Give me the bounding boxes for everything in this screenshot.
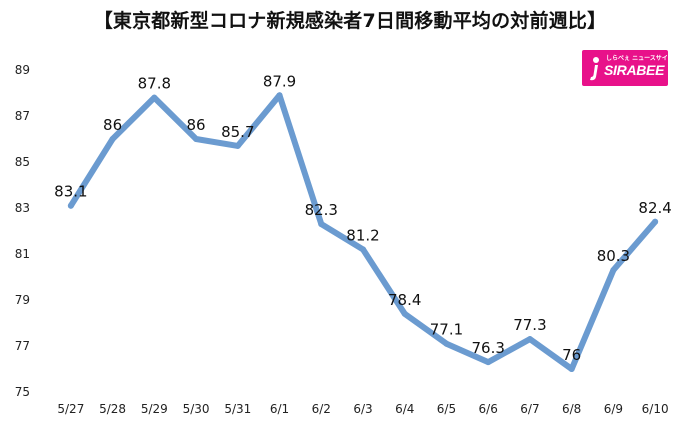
data-labels: 83.1 86 87.8 86 85.7 87.9 82.3 81.2 78.4 77.1 76.3… — [54, 72, 672, 372]
data-label: 82.3 — [305, 201, 338, 219]
x-tick-label: 6/2 — [312, 402, 331, 416]
x-axis: 5/27 5/28 5/29 5/30 5/31 6/1 6/2 6/3 6/4 6/5 6/6 6/… — [57, 402, 668, 416]
data-label: 83.1 — [54, 183, 87, 201]
x-tick-label: 5/27 — [57, 402, 84, 416]
x-tick-label: 5/29 — [141, 402, 168, 416]
data-point — [568, 366, 575, 372]
y-axis: 75 77 79 81 83 85 87 89 — [15, 63, 30, 399]
data-point — [151, 94, 158, 101]
data-point — [652, 218, 659, 225]
data-label: 78.4 — [388, 291, 421, 309]
logo-brand: SIRABEE — [604, 62, 665, 78]
data-label: 81.2 — [346, 226, 379, 244]
data-label: 85.7 — [221, 123, 254, 141]
data-point — [193, 136, 200, 142]
data-label: 80.3 — [597, 247, 630, 265]
chart-title: 【東京都新型コロナ新規感染者7日間移動平均の対前週比】 — [93, 10, 607, 32]
y-tick-label: 87 — [15, 109, 30, 123]
logo-tagline: しらべぇ ニュースサイト — [606, 55, 668, 62]
y-tick-label: 83 — [15, 201, 30, 215]
data-point — [318, 221, 325, 228]
x-tick-label: 6/6 — [479, 402, 498, 416]
data-point — [67, 202, 74, 209]
data-label: 86 — [103, 116, 122, 134]
x-tick-label: 6/3 — [353, 402, 372, 416]
x-tick-label: 6/8 — [562, 402, 581, 416]
data-label: 77.3 — [513, 316, 546, 334]
x-tick-label: 5/30 — [183, 402, 210, 416]
data-label: 76.3 — [471, 339, 504, 357]
data-label: 82.4 — [638, 199, 671, 217]
data-point — [485, 359, 492, 366]
data-point — [109, 136, 116, 142]
y-tick-label: 75 — [15, 385, 30, 399]
data-point — [360, 246, 366, 253]
data-point — [276, 92, 283, 99]
x-tick-label: 6/1 — [270, 402, 289, 416]
data-point — [234, 142, 241, 149]
x-tick-label: 6/4 — [395, 402, 414, 416]
sirabee-logo: しらべぇ ニュースサイト SIRABEE — [582, 50, 668, 86]
y-tick-label: 89 — [15, 63, 30, 77]
logo-mark-icon — [590, 57, 599, 81]
data-point — [443, 340, 450, 347]
x-tick-label: 6/9 — [604, 402, 623, 416]
data-label: 87.8 — [138, 75, 171, 93]
x-tick-label: 6/10 — [642, 402, 669, 416]
data-label: 86 — [187, 116, 206, 134]
data-point — [610, 267, 617, 274]
data-label: 76 — [562, 346, 581, 364]
data-point — [526, 336, 533, 343]
x-tick-label: 5/31 — [224, 402, 251, 416]
data-point — [401, 310, 408, 317]
y-tick-label: 81 — [15, 247, 30, 261]
x-tick-label: 6/7 — [520, 402, 539, 416]
data-label: 77.1 — [430, 321, 463, 339]
y-tick-label: 79 — [15, 293, 30, 307]
x-tick-label: 6/5 — [437, 402, 456, 416]
y-tick-label: 85 — [15, 155, 30, 169]
data-label: 87.9 — [263, 72, 296, 90]
y-tick-label: 77 — [15, 339, 30, 353]
x-tick-label: 5/28 — [99, 402, 126, 416]
